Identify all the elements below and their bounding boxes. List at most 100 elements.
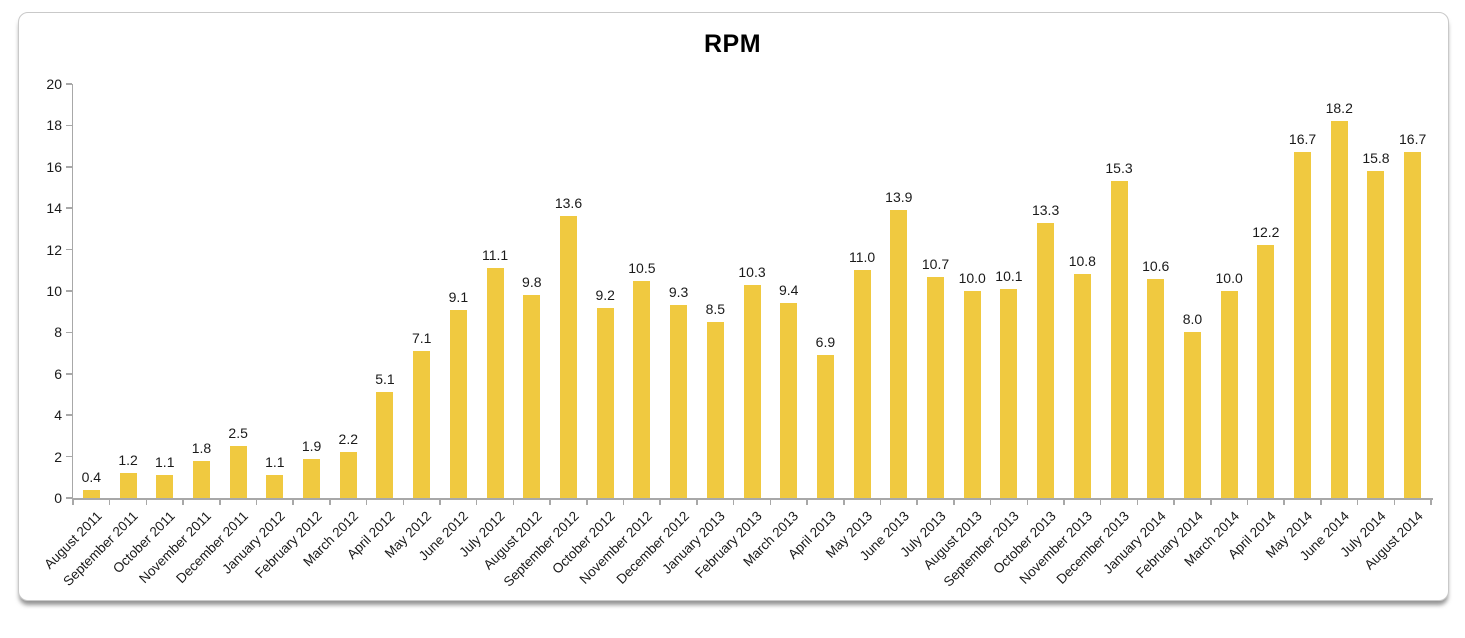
x-tick <box>1173 499 1175 505</box>
y-tick <box>65 166 72 168</box>
x-tick <box>843 499 845 505</box>
x-tick <box>365 499 368 505</box>
x-tick <box>732 499 735 505</box>
bar[interactable] <box>339 452 357 498</box>
bar[interactable] <box>192 460 210 498</box>
bar[interactable] <box>559 216 577 498</box>
bar-value-label: 1.1 <box>155 454 175 471</box>
bar-value-label: 13.3 <box>1031 201 1060 218</box>
bar[interactable] <box>1073 274 1091 498</box>
x-tick <box>108 499 111 505</box>
bar[interactable] <box>927 276 944 498</box>
x-tick <box>72 499 74 505</box>
x-tick <box>769 499 772 505</box>
bar[interactable] <box>523 295 541 498</box>
bar[interactable] <box>82 489 100 498</box>
bar-value-label: 1.8 <box>191 439 212 456</box>
bar[interactable] <box>266 475 284 498</box>
x-tick <box>1063 499 1065 505</box>
bar[interactable] <box>1147 278 1165 498</box>
bar[interactable] <box>1367 170 1385 498</box>
bar-value-label: 18.2 <box>1325 100 1353 117</box>
bar[interactable] <box>816 355 834 498</box>
x-tick <box>696 499 698 505</box>
y-tick-label: 2 <box>54 448 62 465</box>
bar-value-label: 13.9 <box>885 189 913 206</box>
x-tick <box>292 499 294 505</box>
bar[interactable] <box>449 309 467 498</box>
bar-value-label: 11.0 <box>848 249 876 266</box>
bar[interactable] <box>853 270 871 498</box>
x-tick <box>182 499 184 505</box>
x-tick <box>916 499 918 505</box>
x-tick <box>402 499 405 505</box>
bar[interactable] <box>1404 152 1422 498</box>
bar[interactable] <box>890 210 908 498</box>
bar-value-label: 9.3 <box>668 284 689 301</box>
y-tick <box>65 373 72 375</box>
bar[interactable] <box>963 291 981 498</box>
x-tick <box>1246 499 1249 505</box>
bar[interactable] <box>596 307 614 498</box>
bar[interactable] <box>413 351 431 498</box>
y-tick-label: 6 <box>54 365 62 382</box>
bar[interactable] <box>706 322 724 498</box>
y-tick <box>65 248 72 251</box>
bar[interactable] <box>156 475 174 498</box>
bar-value-label: 2.5 <box>228 425 248 442</box>
y-tick-label: 14 <box>46 200 62 217</box>
y-tick-label: 8 <box>54 324 62 341</box>
bar-value-label: 12.2 <box>1252 224 1280 241</box>
bar-value-label: 15.8 <box>1362 149 1390 166</box>
x-tick <box>439 499 441 505</box>
bar-value-label: 6.9 <box>815 334 836 351</box>
y-tick-label: 20 <box>46 76 62 92</box>
bar-value-label: 5.1 <box>375 371 395 388</box>
bar[interactable] <box>743 284 761 498</box>
bar[interactable] <box>633 280 651 498</box>
bar-value-label: 10.6 <box>1142 257 1170 274</box>
x-tick <box>475 499 478 505</box>
y-tick-label: 18 <box>46 117 62 134</box>
bar[interactable] <box>303 458 321 498</box>
y-tick-label: 10 <box>46 283 62 299</box>
x-tick <box>1393 499 1396 505</box>
bar-value-label: 10.0 <box>1215 270 1243 286</box>
x-tick <box>329 499 331 505</box>
y-tick <box>65 497 72 499</box>
bar[interactable] <box>1294 152 1312 498</box>
bar[interactable] <box>670 305 688 498</box>
bar[interactable] <box>119 473 137 498</box>
x-tick <box>622 499 625 505</box>
bar-value-label: 16.7 <box>1288 131 1317 148</box>
bar[interactable] <box>486 268 504 498</box>
bar[interactable] <box>1000 288 1018 498</box>
bar[interactable] <box>1220 291 1238 498</box>
bar[interactable] <box>376 392 394 498</box>
bar-value-label: 10.5 <box>628 259 656 276</box>
bar[interactable] <box>1330 121 1348 498</box>
bar-value-label: 8.0 <box>1182 311 1203 328</box>
x-tick <box>255 499 258 505</box>
x-axis-line <box>71 498 1433 500</box>
bar[interactable] <box>229 446 247 498</box>
x-tick <box>1356 499 1359 505</box>
x-tick <box>1026 499 1029 505</box>
bar[interactable] <box>780 303 798 498</box>
bar-value-label: 10.8 <box>1068 253 1096 270</box>
x-tick <box>1099 499 1102 505</box>
bar[interactable] <box>1110 181 1128 498</box>
bar[interactable] <box>1037 222 1055 498</box>
bar-value-label: 11.1 <box>481 247 509 264</box>
x-tick <box>586 499 588 505</box>
bar-value-label: 1.2 <box>118 452 138 469</box>
bar-value-label: 16.7 <box>1399 131 1427 148</box>
x-tick <box>512 499 515 505</box>
bar[interactable] <box>1183 332 1201 498</box>
bar[interactable] <box>1257 245 1275 498</box>
y-tick <box>65 331 72 334</box>
x-tick <box>1430 499 1432 505</box>
y-tick-label: 0 <box>54 490 62 506</box>
